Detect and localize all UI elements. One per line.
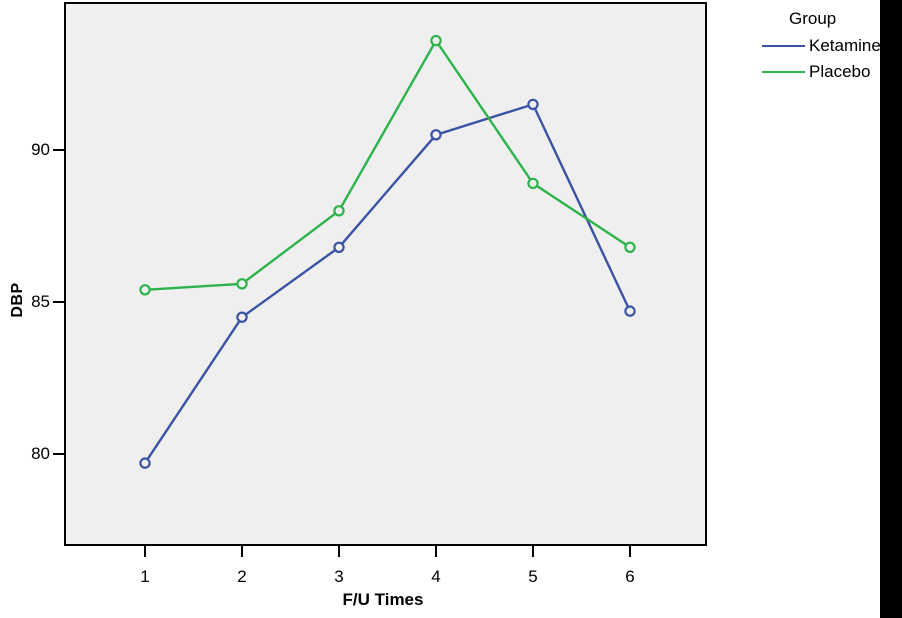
y-tick-label: 85	[31, 292, 50, 311]
right-edge-black-bar	[880, 0, 902, 618]
y-tick-mark	[53, 452, 64, 456]
x-tick-mark	[240, 546, 244, 557]
plot-area	[64, 2, 707, 546]
legend-item-label: Ketamine	[809, 36, 881, 55]
legend-item-label: Placebo	[809, 62, 871, 81]
x-tick-mark	[434, 546, 438, 557]
legend-item-placebo: Placebo	[762, 59, 881, 85]
x-tick-mark	[531, 546, 535, 557]
legend-title: Group	[789, 9, 837, 28]
legend-items: Ketamine Placebo	[762, 33, 881, 85]
y-tick-label: 80	[31, 444, 50, 463]
x-tick-label: 5	[528, 567, 538, 586]
x-tick-label: 2	[237, 567, 247, 586]
x-tick-label: 1	[140, 567, 150, 586]
x-tick-label: 4	[431, 567, 441, 586]
legend-swatch-line	[762, 71, 805, 73]
x-axis-title: F/U Times	[342, 590, 424, 609]
x-tick-label: 3	[334, 567, 344, 586]
x-tick-mark	[628, 546, 632, 557]
x-tick-mark	[143, 546, 147, 557]
y-tick-mark	[53, 300, 64, 304]
legend-item-ketamine: Ketamine	[762, 33, 881, 59]
y-tick-label: 90	[31, 140, 50, 159]
legend: Group Ketamine Placebo	[762, 8, 881, 85]
legend-swatch-line	[762, 45, 805, 47]
x-tick-mark	[337, 546, 341, 557]
y-tick-mark	[53, 148, 64, 152]
x-tick-label: 6	[625, 567, 635, 586]
